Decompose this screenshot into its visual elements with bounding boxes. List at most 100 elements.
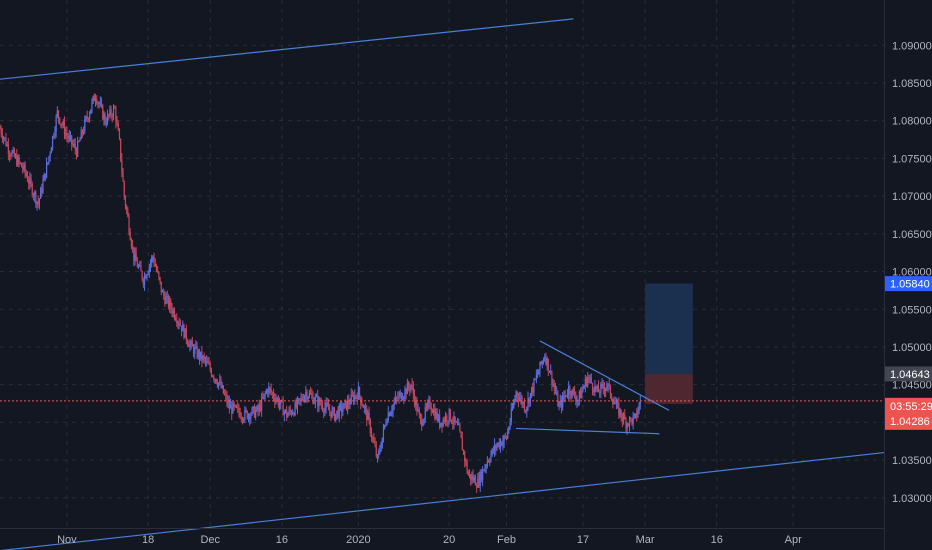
candle-up [380, 447, 382, 451]
candle-down [155, 266, 158, 271]
candle-up [42, 180, 44, 193]
candle-down [20, 163, 23, 168]
candle-up [151, 257, 153, 263]
candle-up [513, 402, 515, 409]
candle-up [294, 402, 296, 415]
candle-down [630, 417, 632, 419]
candle-up [146, 274, 148, 279]
candle-down [117, 123, 119, 131]
y-tick-label: 1.08000 [892, 116, 932, 128]
candle-down [612, 400, 614, 405]
candle-down [128, 216, 130, 233]
candle-up [489, 460, 491, 462]
candle-up [197, 350, 199, 358]
candle-up [491, 448, 493, 455]
candle-up [182, 324, 184, 332]
candle-up [415, 399, 417, 405]
candle-down [326, 403, 328, 406]
candle-up [479, 471, 481, 486]
candle-down [295, 402, 297, 408]
candle-down [235, 405, 238, 408]
candle-down [191, 341, 193, 347]
candle-down [61, 123, 63, 126]
candle-up [49, 153, 51, 157]
candle-up [363, 406, 365, 408]
candle-up [139, 265, 141, 267]
candle-up [615, 402, 618, 405]
candle-up [354, 395, 356, 402]
candle-down [434, 409, 436, 419]
candle-up [29, 178, 31, 184]
candle-down [81, 130, 84, 134]
candle-up [313, 401, 315, 404]
candle-up [428, 400, 430, 404]
candle-down [75, 149, 78, 157]
candle-up [318, 398, 320, 407]
candle-down [100, 102, 103, 106]
trendline-triangle-top[interactable] [539, 340, 670, 411]
candle-down [57, 110, 60, 118]
candle-down [302, 399, 305, 401]
candle-down [504, 435, 506, 437]
candle-down [362, 405, 364, 408]
candle-down [548, 371, 551, 373]
candle-down [337, 410, 339, 418]
candle-down [133, 246, 135, 261]
candle-up [105, 123, 107, 125]
candle-up [394, 397, 397, 403]
candle-up [556, 392, 558, 394]
candle-up [477, 478, 479, 488]
candle-up [200, 351, 202, 359]
candle-down [299, 398, 301, 400]
candle-up [546, 358, 548, 365]
candle-up [99, 102, 101, 105]
candle-up [325, 403, 327, 408]
candle-up [280, 400, 282, 404]
trendline-upper-channel[interactable] [0, 18, 574, 80]
candle-down [212, 375, 214, 377]
candle-down [19, 162, 21, 164]
candle-down [132, 246, 134, 248]
candle-down [333, 408, 336, 421]
candles [0, 93, 641, 493]
candle-down [312, 395, 314, 404]
candle-up [587, 377, 589, 386]
candle-down [115, 108, 117, 123]
candle-up [172, 310, 174, 314]
trendlines[interactable] [0, 18, 885, 550]
candle-down [360, 395, 362, 404]
candle-down [111, 115, 113, 117]
candle-down [167, 296, 170, 307]
candle-down [319, 398, 321, 405]
candle-up [247, 414, 250, 419]
candle-up [530, 387, 533, 394]
candle-up [502, 441, 504, 446]
candle-down [525, 410, 527, 412]
candle-down [188, 344, 190, 347]
candle-down [418, 409, 420, 415]
candle-down [407, 383, 410, 388]
candle-down [93, 96, 95, 101]
trendline-triangle-bottom[interactable] [516, 427, 660, 435]
candle-up [628, 417, 631, 426]
candle-up [4, 137, 6, 139]
candle-down [114, 107, 116, 109]
candle-up [296, 399, 299, 408]
candle-up [79, 139, 81, 142]
candle-down [5, 137, 7, 146]
last-price-badge-bg [885, 397, 932, 430]
candle-down [501, 441, 503, 446]
candle-down [207, 360, 209, 364]
candle-down [430, 407, 432, 411]
candle-up [435, 412, 437, 419]
trendline-lower-channel[interactable] [0, 451, 885, 550]
candle-down [599, 392, 601, 394]
candle-down [464, 451, 466, 462]
candle-up [97, 102, 99, 104]
candle-up [440, 422, 442, 427]
candle-up [278, 403, 281, 406]
candle-down [237, 407, 239, 409]
candle-down [277, 398, 279, 406]
